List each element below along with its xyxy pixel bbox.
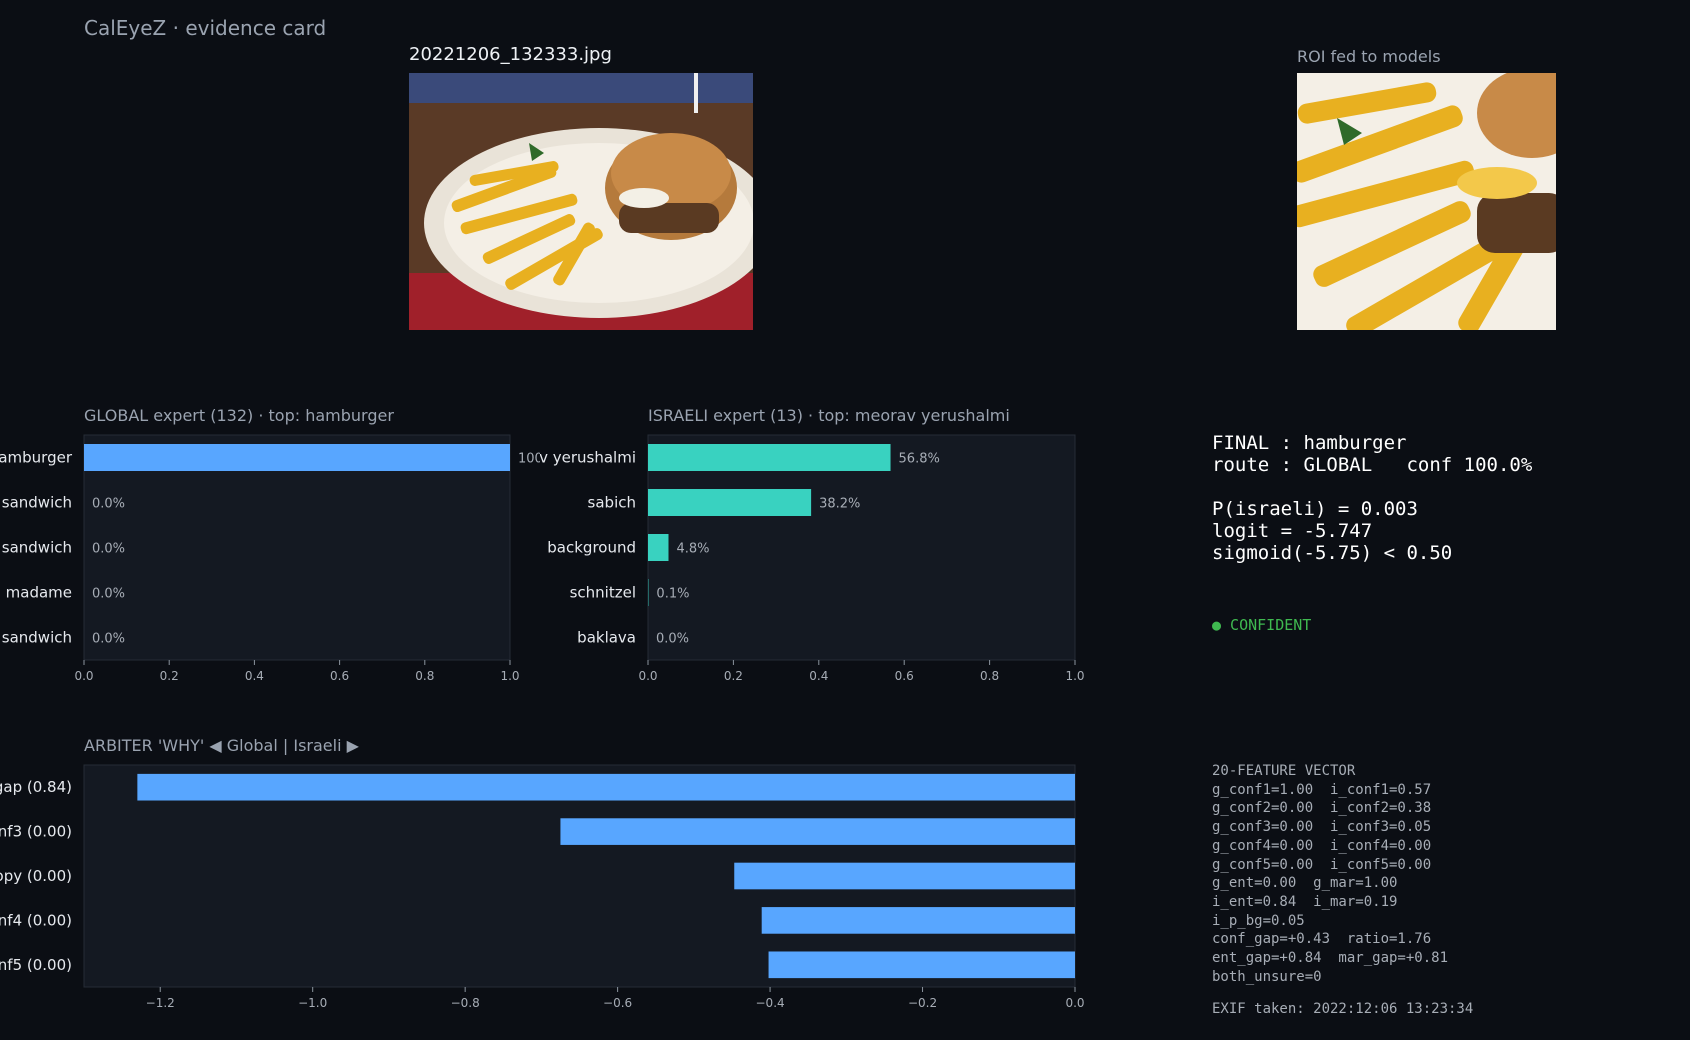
x-tick-label: −1.0 — [298, 996, 327, 1010]
final-line: logit = -5.747 — [1212, 520, 1373, 542]
x-tick-label: −1.2 — [146, 996, 175, 1010]
x-tick-label: 1.0 — [500, 669, 519, 683]
data-label: 38.2% — [819, 497, 860, 512]
plot-area — [647, 434, 1076, 661]
data-label: 0.0% — [92, 497, 125, 512]
data-label: 100.0% — [518, 452, 540, 467]
data-label: 56.8% — [899, 452, 940, 467]
food-photo — [409, 73, 753, 330]
category-label: gap (0.84) — [0, 778, 72, 796]
final-line: sigmoid(-5.75) < 0.50 — [1212, 542, 1453, 564]
category-label: baklava — [577, 629, 636, 647]
final-line: route : GLOBAL conf 100.0% — [1212, 454, 1533, 476]
roi-photo — [1297, 73, 1556, 330]
bar — [734, 862, 1075, 890]
chart-title: ARBITER 'WHY' ◀ Global | Israeli ▶ — [84, 736, 360, 755]
global-expert-chart: GLOBAL expert (132) · top: hamburger hamb… — [0, 406, 540, 683]
feature-line: g_conf2=0.00 i_conf2=0.38 — [1212, 800, 1432, 817]
feature-line: 20-FEATURE VECTOR — [1212, 763, 1356, 779]
chart-title: ISRAELI expert (13) · top: meorav yerush… — [648, 406, 1010, 425]
final-line: P(israeli) = 0.003 — [1212, 498, 1418, 520]
x-tick-label: −0.6 — [603, 996, 632, 1010]
bar — [648, 444, 891, 471]
x-tick-label: 0.2 — [724, 669, 743, 683]
feature-line: g_ent=0.00 g_mar=1.00 — [1212, 875, 1398, 892]
app-title: CalEyeZ · evidence card — [84, 16, 327, 40]
category-label: madame — [6, 584, 72, 602]
feature-line: both_unsure=0 — [1212, 968, 1322, 985]
exif-timestamp: EXIF taken: 2022:12:06 13:23:34 — [1212, 1001, 1474, 1017]
category-label: background — [547, 539, 636, 557]
feature-line: conf_gap=+0.43 ratio=1.76 — [1212, 931, 1432, 948]
x-tick-label: −0.2 — [908, 996, 937, 1010]
x-tick-label: 0.6 — [895, 669, 914, 683]
x-tick-label: 0.8 — [415, 669, 434, 683]
image-filename: 20221206_132333.jpg — [409, 44, 612, 65]
x-tick-label: 0.6 — [330, 669, 349, 683]
category-label: ropy (0.00) — [0, 867, 72, 885]
feature-line: g_conf1=1.00 i_conf1=0.57 — [1212, 781, 1432, 798]
feature-line: ent_gap=+0.84 mar_gap=+0.81 — [1212, 950, 1449, 967]
feature-vector: 20-FEATURE VECTOR g_conf1=1.00 i_conf1=0.… — [1212, 762, 1448, 986]
arbiter-why-chart: ARBITER 'WHY' ◀ Global | Israeli ▶ gap (0… — [0, 736, 1085, 1010]
data-label: 0.0% — [92, 632, 125, 647]
x-tick-label: 0.4 — [809, 669, 828, 683]
category-label: onf5 (0.00) — [0, 956, 72, 974]
feature-line: g_conf3=0.00 i_conf3=0.05 — [1212, 819, 1432, 836]
bar — [648, 489, 812, 516]
x-tick-label: 0.4 — [245, 669, 264, 683]
x-tick-label: −0.8 — [451, 996, 480, 1010]
category-label: onf3 (0.00) — [0, 823, 72, 841]
final-line: FINAL : hamburger — [1212, 432, 1407, 454]
feature-line: g_conf4=0.00 i_conf4=0.00 — [1212, 837, 1432, 854]
bar — [560, 818, 1075, 845]
x-tick-label: 0.0 — [638, 669, 657, 683]
category-label: sabich — [588, 494, 636, 512]
category-label: onf4 (0.00) — [0, 911, 72, 929]
data-label: 4.8% — [676, 542, 709, 557]
israeli-expert-chart: ISRAELI expert (13) · top: meorav yerush… — [540, 406, 1085, 683]
bar — [768, 951, 1075, 979]
data-label: 0.0% — [92, 542, 125, 557]
x-tick-label: 0.8 — [980, 669, 999, 683]
x-tick-label: 0.2 — [160, 669, 179, 683]
bar — [761, 907, 1075, 934]
bar — [648, 534, 669, 561]
x-tick-label: −0.4 — [756, 996, 785, 1010]
category-label: sandwich — [2, 494, 72, 512]
category-label: meorav yerushalmi — [540, 449, 636, 467]
x-tick-label: 0.0 — [74, 669, 93, 683]
data-label: 0.0% — [656, 632, 689, 647]
chart-title: GLOBAL expert (132) · top: hamburger — [84, 406, 394, 425]
feature-line: g_conf5=0.00 i_conf5=0.00 — [1212, 856, 1432, 873]
bar — [84, 444, 510, 471]
final-line — [1212, 476, 1532, 498]
data-label: 0.0% — [92, 587, 125, 602]
feature-line: i_ent=0.84 i_mar=0.19 — [1212, 893, 1398, 910]
category-label: sandwich — [2, 539, 72, 557]
final-decision-text: FINAL : hamburger route : GLOBAL conf 100… — [1212, 432, 1532, 564]
plot-area — [83, 434, 511, 661]
data-label: 0.1% — [656, 587, 689, 602]
category-label: hamburger — [0, 449, 73, 467]
feature-line: i_p_bg=0.05 — [1212, 912, 1305, 929]
bar — [137, 773, 1075, 801]
confidence-status: ● CONFIDENT — [1212, 616, 1312, 634]
category-label: schnitzel — [570, 584, 636, 602]
roi-title: ROI fed to models — [1297, 47, 1441, 66]
x-tick-label: 1.0 — [1065, 669, 1084, 683]
x-tick-label: 0.0 — [1065, 996, 1084, 1010]
category-label: sandwich — [2, 629, 72, 647]
